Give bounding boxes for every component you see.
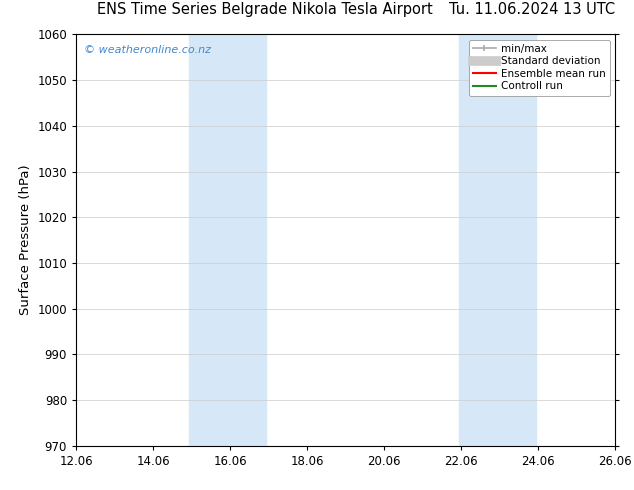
Text: © weatheronline.co.nz: © weatheronline.co.nz xyxy=(84,45,211,54)
Y-axis label: Surface Pressure (hPa): Surface Pressure (hPa) xyxy=(19,165,32,316)
Text: ENS Time Series Belgrade Nikola Tesla Airport: ENS Time Series Belgrade Nikola Tesla Ai… xyxy=(97,2,432,17)
Legend: min/max, Standard deviation, Ensemble mean run, Controll run: min/max, Standard deviation, Ensemble me… xyxy=(469,40,610,96)
Bar xyxy=(190,34,266,446)
Bar xyxy=(459,34,536,446)
Text: Tu. 11.06.2024 13 UTC: Tu. 11.06.2024 13 UTC xyxy=(449,2,615,17)
